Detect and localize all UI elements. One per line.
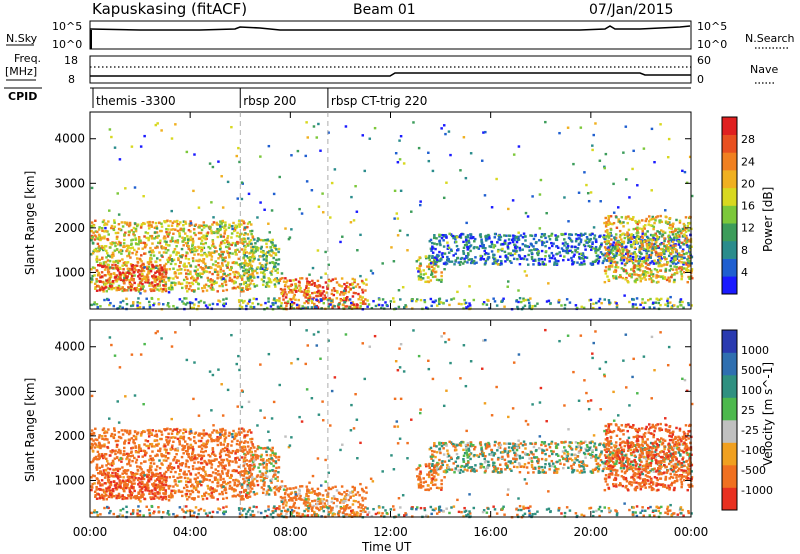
colorbar-swatch	[722, 442, 737, 466]
freq-trace	[90, 72, 691, 77]
site-title: Kapuskasing (fitACF)	[92, 0, 247, 18]
x-tick-label: 00:00	[674, 525, 709, 539]
cpid-label: CPID	[8, 90, 37, 103]
date-title: 07/Jan/2015	[589, 2, 673, 18]
velocity-ylabel: Slant Range [km]	[23, 378, 37, 482]
colorbar-swatch	[722, 420, 737, 443]
power-colorbar-tick: 20	[741, 177, 755, 190]
x-tick-label: 00:00	[73, 525, 108, 539]
power-ylabel: Slant Range [km]	[23, 171, 37, 275]
cpid-segment-label: rbsp CT-trig 220	[331, 94, 427, 108]
power-colorbar-tick: 4	[741, 266, 748, 279]
x-tick-label: 04:00	[173, 525, 208, 539]
x-tick-label: 20:00	[574, 525, 609, 539]
y-tick-label: 3000	[54, 176, 85, 190]
y-tick-label: 2000	[54, 429, 85, 443]
velocity-colorbar-tick: -25	[741, 424, 759, 437]
power-colorbar-tick: 28	[741, 133, 755, 146]
power-colorbar-tick: 12	[741, 222, 755, 235]
velocity-colorbar-tick: -100	[741, 444, 766, 457]
colorbar-swatch	[722, 465, 737, 488]
nsearch-label: N.Search	[745, 32, 795, 45]
power-colorbar-label: Power [dB]	[761, 187, 775, 252]
cpid-segment-label: themis -3300	[96, 94, 176, 108]
power-colorbar-tick: 8	[741, 244, 748, 257]
x-tick-label: 08:00	[273, 525, 308, 539]
colorbar-swatch	[722, 223, 737, 242]
velocity-panel	[89, 319, 694, 519]
velocity-colorbar-tick: 500	[741, 364, 762, 377]
y-tick-label: 2000	[54, 221, 85, 235]
colorbar-swatch	[722, 117, 737, 135]
power-colorbar: 4 8 12 16 20 24 28	[721, 116, 755, 295]
power-colorbar-tick: 24	[741, 155, 755, 168]
nsky-label: N.Sky	[6, 32, 38, 45]
velocity-colorbar-label: Velocity [m s^-1]	[761, 362, 775, 466]
power-echoes	[90, 120, 694, 311]
y-tick-label: 3000	[54, 384, 85, 398]
power-panel	[89, 111, 694, 311]
y-tick-label: 4000	[54, 132, 85, 146]
colorbar-swatch	[722, 152, 737, 171]
velocity-colorbar-tick: -500	[741, 464, 766, 477]
nsky-tick-top: 10^5	[52, 20, 82, 33]
velocity-echoes	[90, 328, 694, 519]
colorbar-swatch	[722, 330, 737, 353]
y-tick-label: 1000	[54, 473, 85, 487]
velocity-colorbar-tick: 100	[741, 384, 762, 397]
velocity-colorbar-tick: 1000	[741, 344, 769, 357]
nsky-panel: N.Sky 10^5 10^0 10^5 10^0 N.Search	[6, 20, 795, 51]
x-axis-label: Time UT	[361, 540, 412, 554]
colorbar-swatch	[722, 205, 737, 224]
nsky-trace	[89, 25, 691, 31]
colorbar-swatch	[722, 276, 737, 295]
y-tick-label: 1000	[54, 265, 85, 279]
colorbar-swatch	[722, 170, 737, 189]
velocity-colorbar: 1000 500 100 25 -25 -100 -500 -1000	[721, 329, 773, 511]
colorbar-swatch	[722, 352, 737, 376]
freq-tick-top: 18	[64, 54, 78, 67]
colorbar-swatch	[722, 240, 737, 259]
cpid-segment-label: rbsp 200	[243, 94, 296, 108]
y-tick-label: 4000	[54, 340, 85, 354]
freq-tick-bottom: 8	[68, 73, 75, 86]
velocity-colorbar-tick: -1000	[741, 484, 773, 497]
freq-right-tick-top: 60	[697, 54, 711, 67]
beam-title: Beam 01	[353, 2, 416, 18]
velocity-colorbar-tick: 25	[741, 404, 755, 417]
colorbar-swatch	[722, 487, 737, 511]
nsky-tick-bottom: 10^0	[52, 38, 82, 51]
colorbar-swatch	[722, 258, 737, 277]
power-colorbar-tick: 16	[741, 200, 755, 213]
colorbar-swatch	[722, 187, 737, 206]
freq-label-2: [MHz]	[5, 65, 37, 78]
freq-panel: Freq. [MHz] 18 8 60 0 Nave	[5, 52, 778, 86]
nave-label: Nave	[750, 63, 778, 76]
x-tick-label: 12:00	[373, 525, 408, 539]
x-tick-label: 16:00	[473, 525, 508, 539]
nsky-right-tick-top: 10^5	[697, 20, 727, 33]
colorbar-swatch	[722, 397, 737, 421]
cpid-panel: CPID themis -3300 rbsp 200 rbsp CT-trig 22…	[4, 87, 691, 108]
freq-label-1: Freq.	[14, 52, 41, 65]
freq-right-tick-bottom: 0	[697, 73, 704, 86]
colorbar-swatch	[722, 134, 737, 153]
colorbar-swatch	[722, 375, 737, 398]
nsky-right-tick-bottom: 10^0	[697, 38, 727, 51]
